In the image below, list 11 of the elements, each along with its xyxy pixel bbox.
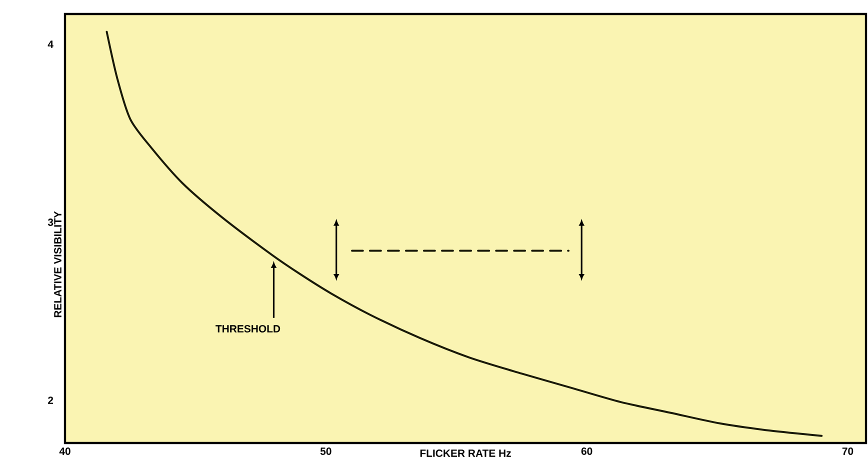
annotation: THRESHOLD <box>216 325 280 332</box>
x-tick-label: 60 <box>581 448 592 455</box>
y-tick-label: 4 <box>48 40 54 48</box>
x-tick-label: 50 <box>320 448 332 455</box>
y-axis-title: RELATIVE VISIBILITY <box>54 211 62 318</box>
y-tick-label: 2 <box>48 396 54 404</box>
y-tick-label: 3 <box>48 218 54 226</box>
x-tick-label: 40 <box>59 448 70 455</box>
x-axis-title: FLICKER RATE Hz <box>420 450 511 457</box>
line-series <box>106 30 823 437</box>
x-tick-label: 70 <box>842 448 854 455</box>
